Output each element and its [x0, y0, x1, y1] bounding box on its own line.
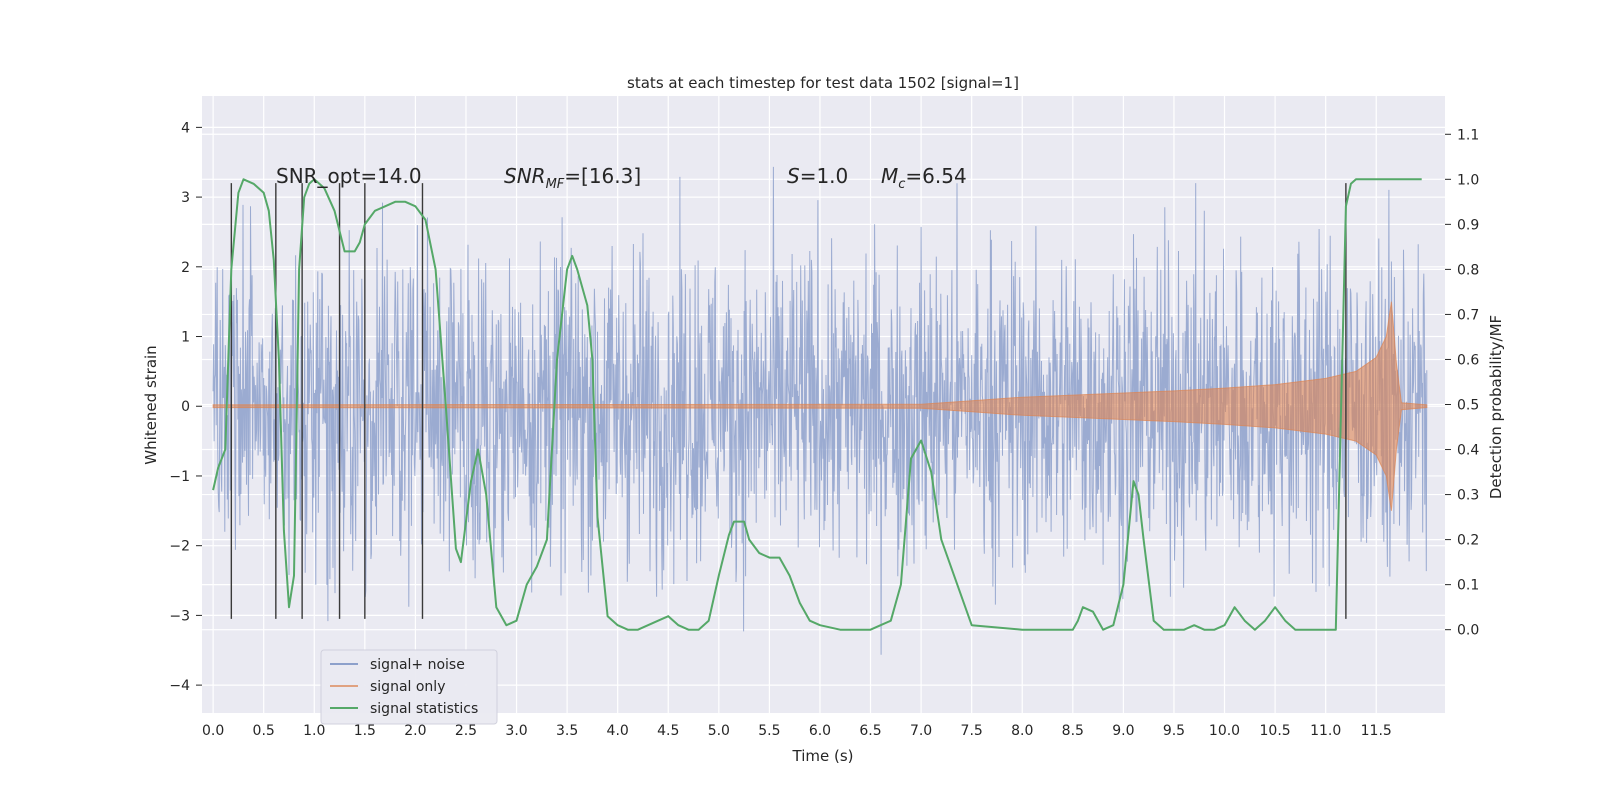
- y2-tick-label: 0.0: [1457, 623, 1479, 639]
- series-signal-only: [212, 301, 1428, 511]
- y-tick-label: −3: [169, 608, 190, 624]
- x-tick-label: 7.0: [910, 723, 932, 739]
- x-tick-label: 1.5: [354, 723, 376, 739]
- x-axis-label: Time (s): [792, 747, 854, 765]
- y2-tick-label: 1.0: [1457, 172, 1479, 188]
- y2-tick-label: 0.3: [1457, 488, 1479, 504]
- noise-trace: [212, 166, 1428, 655]
- legend: signal+ noise signal only signal statist…: [320, 649, 498, 725]
- x-tick-label: 1.0: [303, 723, 325, 739]
- signal-envelope: [212, 301, 1428, 511]
- x-tick-label: 3.5: [556, 723, 578, 739]
- x-tick-label: 5.0: [708, 723, 730, 739]
- y-tick-label: 1: [181, 330, 190, 346]
- y2-tick-label: 0.5: [1457, 398, 1479, 414]
- y-axis-ticks: 4 3 2 1 0 −1 −2 −3 −4: [169, 120, 202, 694]
- y-tick-label: −1: [169, 469, 190, 485]
- x-tick-label: 3.0: [505, 723, 527, 739]
- y2-axis-ticks: 1.1 1.0 0.9 0.8 0.7 0.6 0.5 0.4 0.3 0.2 0.1 0.0: [1445, 127, 1479, 639]
- y2-tick-label: 0.9: [1457, 217, 1479, 233]
- x-tick-label: 5.5: [758, 723, 780, 739]
- y-tick-label: 4: [181, 120, 190, 136]
- y-tick-label: 2: [181, 260, 190, 276]
- legend-label-signal-noise: signal+ noise: [370, 657, 465, 673]
- x-tick-label: 11.0: [1310, 723, 1341, 739]
- x-tick-label: 8.5: [1062, 723, 1084, 739]
- x-tick-label: 6.5: [859, 723, 881, 739]
- x-axis-ticks: 0.0 0.5 1.0 1.5 2.0 2.5 3.0 3.5 4.0 4.5 5.0 5.5 6.0 6…: [202, 723, 1392, 739]
- y-tick-label: 0: [181, 399, 190, 415]
- y2-tick-label: 0.4: [1457, 443, 1479, 459]
- y2-tick-label: 0.8: [1457, 262, 1479, 278]
- x-tick-label: 7.5: [961, 723, 983, 739]
- x-tick-label: 2.0: [404, 723, 426, 739]
- y-tick-label: −4: [169, 678, 190, 694]
- y2-tick-label: 1.1: [1457, 127, 1479, 143]
- x-tick-label: 0.0: [202, 723, 224, 739]
- annotation-s: S=1.0: [787, 164, 848, 188]
- x-tick-label: 9.0: [1112, 723, 1134, 739]
- y-tick-label: −2: [169, 539, 190, 555]
- legend-box: [320, 649, 498, 725]
- x-tick-label: 4.0: [607, 723, 629, 739]
- y2-tick-label: 0.2: [1457, 533, 1479, 549]
- x-tick-label: 10.0: [1209, 723, 1240, 739]
- x-tick-label: 11.5: [1361, 723, 1392, 739]
- x-tick-label: 8.0: [1011, 723, 1033, 739]
- legend-label-signal-only: signal only: [370, 679, 445, 695]
- x-tick-label: 9.5: [1163, 723, 1185, 739]
- x-tick-label: 0.5: [253, 723, 275, 739]
- vertical-markers: [230, 183, 1347, 619]
- annotation-snr-opt: SNR_opt=14.0: [276, 164, 422, 188]
- y2-axis-label: Detection probability/MF: [1487, 315, 1505, 499]
- y2-tick-label: 0.1: [1457, 578, 1479, 594]
- x-tick-label: 4.5: [657, 723, 679, 739]
- chart-title: stats at each timestep for test data 150…: [627, 74, 1019, 92]
- series-signal-statistics: [212, 178, 1422, 631]
- annotation-snr-mf: SNRMF=[16.3]: [504, 164, 641, 192]
- series-signal-noise: [212, 166, 1428, 655]
- x-tick-label: 2.5: [455, 723, 477, 739]
- y-axis-label: Whitened strain: [142, 345, 160, 464]
- annotation-mc: Mc=6.54: [881, 164, 967, 192]
- legend-label-signal-statistics: signal statistics: [370, 701, 478, 717]
- y2-tick-label: 0.6: [1457, 352, 1479, 368]
- y2-tick-label: 0.7: [1457, 307, 1479, 323]
- x-tick-label: 6.0: [809, 723, 831, 739]
- statistics-line: [212, 178, 1422, 631]
- x-tick-label: 10.5: [1260, 723, 1291, 739]
- y-tick-label: 3: [181, 190, 190, 206]
